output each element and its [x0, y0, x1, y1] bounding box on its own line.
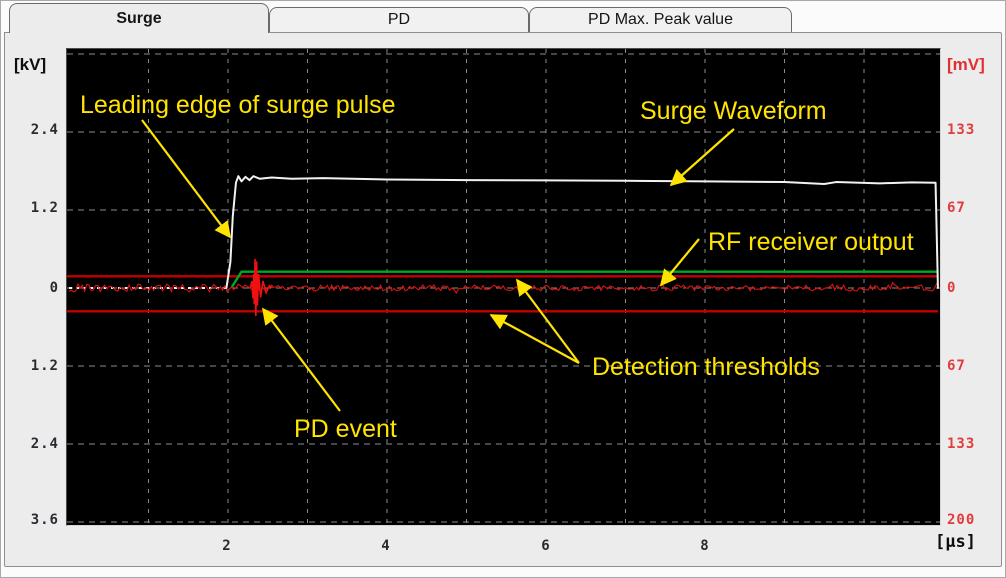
left-tick-3-6: 3.6: [30, 512, 59, 528]
x-tick-2: 2: [222, 538, 232, 554]
surge-waveform-label: Surge Waveform: [640, 97, 827, 125]
right-tick-133-bottom: 133: [947, 436, 976, 452]
tab-pd-label: PD: [387, 11, 411, 28]
left-tick-2-4-bottom: 2.4: [30, 436, 59, 452]
left-tick-0: 0: [49, 280, 59, 296]
x-tick-6: 6: [541, 538, 551, 554]
tab-surge[interactable]: Surge: [9, 3, 269, 33]
tab-surge-label: Surge: [116, 9, 162, 27]
right-tick-200: 200: [947, 512, 976, 528]
tab-pd-max-peak[interactable]: PD Max. Peak value: [529, 7, 792, 32]
pd-event-label: PD event: [294, 415, 397, 443]
left-tick-2-4-top: 2.4: [30, 122, 59, 138]
waveform-svg: Leading edge of surge pulse Surge Wavefo…: [67, 49, 940, 525]
left-tick-1-2-bottom: 1.2: [30, 358, 59, 374]
waveform-traces: [67, 175, 939, 316]
grid-lines: [67, 49, 940, 525]
rf-output-arrow: [659, 238, 700, 287]
left-axis-unit: [kV]: [14, 55, 47, 74]
surge-waveform-arrow: [669, 128, 735, 187]
plot-area: Leading edge of surge pulse Surge Wavefo…: [66, 48, 941, 526]
threshold-arrow-upper: [516, 278, 580, 364]
thresholds-label: Detection thresholds: [592, 353, 820, 381]
right-tick-0: 0: [947, 280, 957, 296]
leading-edge-label: Leading edge of surge pulse: [80, 91, 396, 119]
threshold-arrow-lower: [489, 314, 580, 364]
right-tick-67-bottom: 67: [947, 358, 966, 374]
tab-pd[interactable]: PD: [269, 7, 529, 32]
annotation-layer: Leading edge of surge pulse Surge Wavefo…: [80, 91, 914, 443]
leading-edge-arrow: [141, 119, 231, 239]
x-tick-8: 8: [700, 538, 710, 554]
right-axis-unit: [mV]: [947, 55, 985, 74]
x-tick-4: 4: [381, 538, 391, 554]
right-tick-67-top: 67: [947, 200, 966, 216]
right-tick-133-top: 133: [947, 122, 976, 138]
tab-pd-max-label: PD Max. Peak value: [588, 11, 733, 28]
rf-output-label: RF receiver output: [708, 228, 914, 256]
pd-event-arrow: [262, 307, 341, 412]
left-tick-1-2-top: 1.2: [30, 200, 59, 216]
x-axis-unit: [µs]: [935, 532, 976, 552]
